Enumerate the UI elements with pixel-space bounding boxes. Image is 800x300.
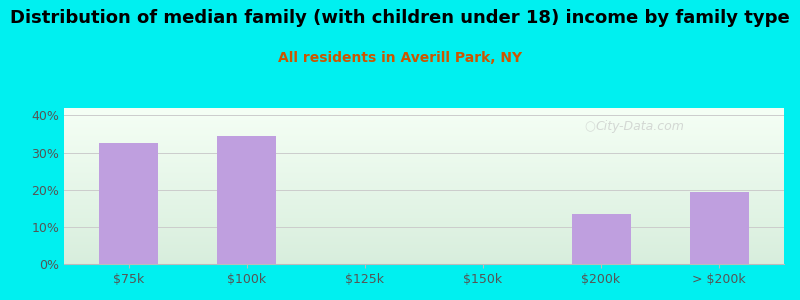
Text: ○: ○	[584, 120, 595, 133]
Bar	[571, 214, 630, 264]
Text: All residents in Averill Park, NY: All residents in Averill Park, NY	[278, 51, 522, 65]
Bar	[218, 136, 277, 264]
Bar	[99, 143, 158, 264]
Text: City-Data.com: City-Data.com	[595, 120, 685, 133]
Bar	[690, 192, 749, 264]
Text: Distribution of median family (with children under 18) income by family type: Distribution of median family (with chil…	[10, 9, 790, 27]
